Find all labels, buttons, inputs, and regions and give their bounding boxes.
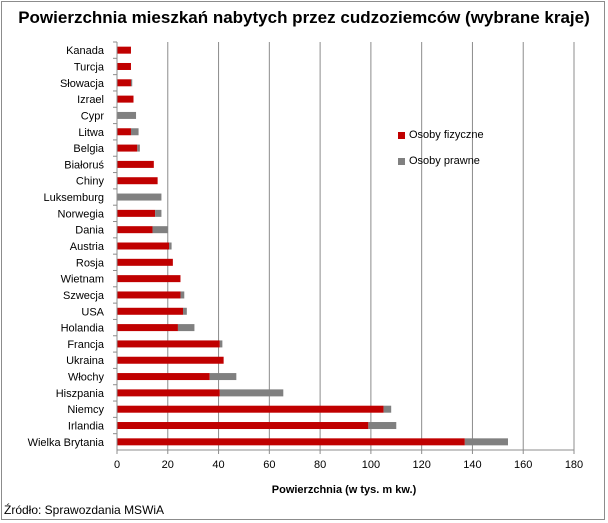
bar-osoby-fizyczne — [117, 79, 131, 87]
bar-osoby-prawne — [117, 111, 137, 119]
bar-osoby-prawne — [383, 405, 392, 413]
y-tick-label: USA — [81, 306, 104, 318]
x-axis-label: Powierzchnia (w tys. m kw.) — [271, 484, 417, 496]
y-tick-label: Dania — [75, 225, 105, 237]
y-tick-label: Ukraina — [66, 355, 105, 367]
y-tick-label: Holandia — [61, 323, 105, 335]
chart-legend: Osoby fizyczne Osoby prawne — [398, 128, 484, 180]
y-tick-label: Białoruś — [64, 159, 104, 171]
source-note: Źródło: Sprawozdania MSWiA — [4, 503, 165, 517]
legend-swatch-series-1 — [398, 131, 405, 139]
bar-osoby-prawne — [209, 373, 237, 381]
y-tick-label: Norwegia — [58, 208, 105, 220]
y-tick-label: Cypr — [81, 110, 105, 122]
y-tick-label: Kanada — [66, 45, 105, 57]
bar-osoby-fizyczne — [117, 242, 170, 250]
bar-osoby-prawne — [130, 128, 139, 136]
bar-osoby-fizyczne — [117, 324, 178, 332]
x-tick-label: 20 — [162, 459, 174, 471]
bar-osoby-prawne — [368, 422, 397, 430]
y-tick-label: Hiszpania — [56, 388, 105, 400]
legend-swatch-series-2 — [398, 157, 405, 165]
bar-osoby-fizyczne — [117, 405, 384, 413]
bar-osoby-prawne — [180, 291, 185, 299]
bar-osoby-prawne — [464, 438, 508, 446]
bar-osoby-fizyczne — [117, 258, 173, 266]
bar-osoby-fizyczne — [117, 389, 220, 397]
bar-osoby-fizyczne — [117, 422, 369, 430]
y-tick-label: Austria — [70, 241, 105, 253]
x-tick-label: 80 — [314, 459, 326, 471]
bar-osoby-prawne — [219, 340, 223, 348]
x-tick-label: 40 — [212, 459, 224, 471]
y-tick-label: Wielka Brytania — [28, 437, 105, 449]
x-tick-label: 60 — [263, 459, 275, 471]
bar-osoby-prawne — [130, 79, 133, 87]
y-tick-label: Francja — [67, 339, 105, 351]
x-tick-label: 0 — [114, 459, 120, 471]
x-tick-label: 160 — [514, 459, 532, 471]
y-tick-label: Słowacja — [60, 78, 105, 90]
bar-osoby-fizyczne — [117, 128, 131, 136]
bar-osoby-fizyczne — [117, 62, 131, 70]
bar-osoby-fizyczne — [117, 373, 210, 381]
y-tick-label: Litwa — [78, 127, 105, 139]
legend-label-series-2: Osoby prawne — [409, 155, 480, 167]
bar-osoby-prawne — [169, 242, 172, 250]
bar-osoby-fizyczne — [117, 144, 138, 152]
chart-title: Powierzchnia mieszkań nabytych przez cud… — [18, 8, 590, 27]
bar-osoby-fizyczne — [117, 95, 134, 103]
bar-osoby-prawne — [155, 209, 162, 217]
x-tick-label: 100 — [362, 459, 380, 471]
bar-osoby-prawne — [219, 389, 284, 397]
x-tick-label: 140 — [463, 459, 481, 471]
y-tick-label: Wietnam — [61, 274, 104, 286]
bar-osoby-prawne — [177, 324, 195, 332]
y-tick-label: Irlandia — [68, 421, 105, 433]
bar-osoby-fizyczne — [117, 209, 156, 217]
bar-osoby-fizyczne — [117, 438, 465, 446]
bar-osoby-fizyczne — [117, 307, 184, 315]
legend-item-series-2: Osoby prawne — [398, 154, 484, 168]
bar-osoby-prawne — [183, 307, 187, 315]
y-tick-label: Niemcy — [67, 404, 104, 416]
bar-osoby-prawne — [117, 193, 162, 201]
bar-osoby-prawne — [137, 144, 140, 152]
x-tick-label: 120 — [412, 459, 430, 471]
y-tick-label: Luksemburg — [43, 192, 104, 204]
bar-osoby-fizyczne — [117, 46, 131, 54]
legend-label-series-1: Osoby fizyczne — [409, 129, 484, 141]
y-tick-label: Włochy — [68, 372, 105, 384]
bar-osoby-fizyczne — [117, 275, 181, 283]
y-tick-label: Turcja — [74, 61, 105, 73]
bar-osoby-fizyczne — [117, 291, 181, 299]
bar-osoby-fizyczne — [117, 226, 153, 234]
bar-osoby-fizyczne — [117, 340, 220, 348]
bar-osoby-fizyczne — [117, 160, 154, 168]
bar-osoby-fizyczne — [117, 177, 158, 185]
bar-osoby-fizyczne — [117, 356, 224, 364]
y-tick-label: Izrael — [77, 94, 104, 106]
y-tick-label: Belgia — [73, 143, 104, 155]
legend-item-series-1: Osoby fizyczne — [398, 128, 484, 142]
x-tick-label: 180 — [565, 459, 583, 471]
y-tick-label: Szwecja — [63, 290, 105, 302]
bar-osoby-prawne — [152, 226, 168, 234]
y-tick-label: Chiny — [76, 176, 105, 188]
y-tick-label: Rosja — [76, 257, 105, 269]
